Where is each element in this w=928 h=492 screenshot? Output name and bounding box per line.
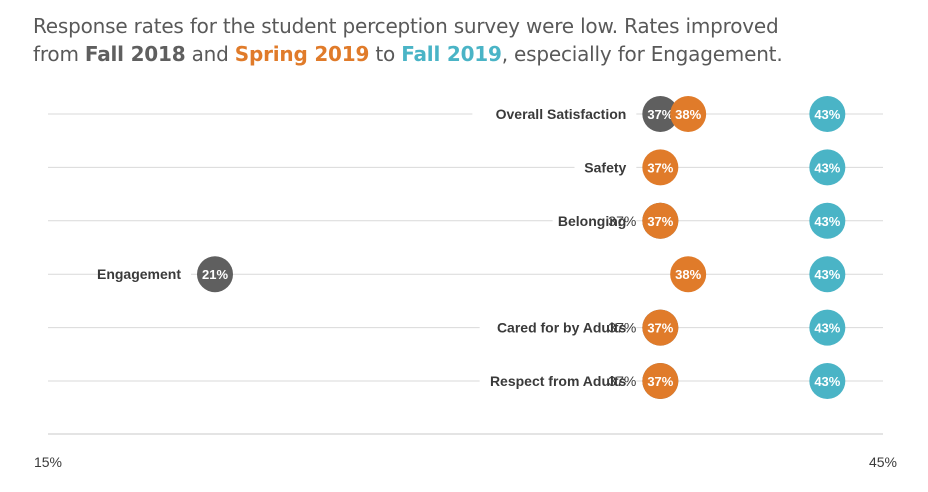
label-gap-safety [574, 157, 637, 178]
label-gap-cared-for-by-adults [479, 317, 637, 338]
dot-fall-2019-cared-for-by-adults [809, 309, 846, 346]
category-label-cared-for-by-adults: Cared for by Adults [497, 320, 627, 336]
value-label-fall-2019-cared-for-by-adults: 43% [814, 321, 840, 336]
dot-spring-2019-safety [642, 149, 679, 186]
dot-fall-2018-overall-satisfaction [642, 96, 679, 132]
dot-spring-2019-engagement [670, 256, 707, 293]
value-label-spring-2019-safety: 37% [647, 160, 673, 175]
category-label-overall-satisfaction: Overall Satisfaction [496, 106, 627, 122]
title-line-1: Response rates for the student perceptio… [33, 14, 779, 38]
dot-fall-2019-engagement [809, 256, 846, 293]
value-label-fall-2018-overall-satisfaction: 37% [647, 107, 673, 122]
value-label-spring-2019-belonging: 37% [647, 214, 673, 229]
title-legend-fall-2019: Fall 2019 [401, 42, 502, 66]
value-label-fall-2019-respect-from-adults: 43% [814, 374, 840, 389]
dot-spring-2019-belonging [642, 202, 679, 239]
category-label-respect-from-adults: Respect from Adults [490, 373, 627, 389]
title-text-and: and [185, 42, 235, 66]
dot-spring-2019-cared-for-by-adults [642, 309, 679, 346]
value-label-spring-2019-cared-for-by-adults: 37% [647, 321, 673, 336]
value-label-fall-2018-cared-for-by-adults: 37% [608, 320, 636, 336]
dot-fall-2019-belonging [809, 202, 846, 239]
value-label-fall-2018-respect-from-adults: 37% [608, 373, 636, 389]
dot-fall-2019-safety [809, 149, 846, 186]
dot-fall-2019-overall-satisfaction [809, 96, 846, 132]
label-gap-overall-satisfaction [472, 104, 637, 124]
value-label-fall-2019-overall-satisfaction: 43% [814, 107, 840, 122]
title-text-end: , especially for Engagement. [501, 42, 783, 66]
label-gap-engagement [100, 264, 191, 285]
category-label-engagement: Engagement [97, 266, 181, 282]
dot-fall-2018-engagement [197, 256, 233, 293]
dot-spring-2019-respect-from-adults [642, 363, 679, 399]
label-gap-belonging [552, 210, 637, 231]
value-label-fall-2019-engagement: 43% [814, 267, 840, 282]
x-tick-label-min: 15% [34, 454, 62, 470]
x-tick-label-max: 45% [869, 454, 897, 470]
value-label-fall-2019-safety: 43% [814, 160, 840, 175]
category-label-belonging: Belonging [558, 213, 626, 229]
value-label-fall-2019-belonging: 43% [814, 214, 840, 229]
dot-fall-2019-respect-from-adults [809, 363, 846, 399]
value-label-spring-2019-respect-from-adults: 37% [647, 374, 673, 389]
title-legend-fall-2018: Fall 2018 [84, 42, 186, 66]
title-legend-spring-2019: Spring 2019 [234, 42, 370, 66]
value-label-fall-2018-belonging: 37% [608, 213, 636, 229]
dot-spring-2019-overall-satisfaction [670, 96, 707, 132]
value-label-fall-2018-engagement: 21% [202, 267, 228, 282]
label-gap-respect-from-adults [479, 371, 637, 391]
category-label-safety: Safety [584, 159, 626, 175]
value-label-spring-2019-engagement: 38% [675, 267, 701, 282]
title-text-from: from [33, 42, 85, 66]
value-label-spring-2019-overall-satisfaction: 38% [675, 107, 701, 122]
title-text-to: to [369, 42, 402, 66]
title-line-2: from Fall 2018 and Spring 2019 to Fall 2… [33, 40, 913, 68]
chart-title: Response rates for the student perceptio… [33, 12, 913, 68]
